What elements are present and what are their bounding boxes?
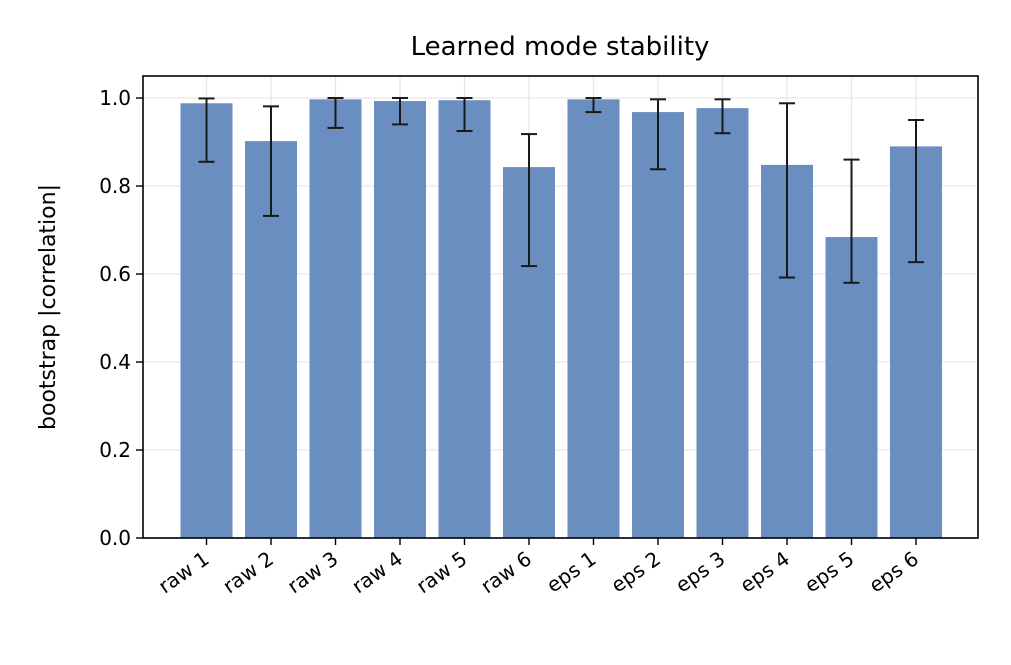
error-bar [327,97,344,129]
y-axis-ticks: 0.0 0.2 0.4 0.6 0.8 1.0 [99,86,143,550]
bar-eps-5 [825,237,878,539]
bar-eps-1 [567,99,620,538]
error-bar [585,97,602,114]
plot-frame [142,75,979,539]
y-tick-label: 1.0 [99,86,131,110]
error-bar [198,97,215,163]
chart-title: Learned mode stability [411,32,710,62]
bars [180,99,942,539]
y-tick-label: 0.8 [99,174,131,198]
error-bar [521,133,537,268]
bar-raw-1 [180,103,233,538]
y-axis-label: bootstrap |correlation| [36,184,61,430]
error-bar [908,119,924,264]
error-bars [198,97,924,284]
bar-raw-5 [438,100,491,538]
bar-eps-3 [696,108,749,539]
error-bar [456,97,473,132]
bar-raw-4 [374,101,426,538]
bar-eps-2 [632,112,684,538]
error-bar [843,158,860,284]
error-bar [263,105,279,217]
y-tick-label: 0.6 [99,262,131,286]
y-tick-label: 0.4 [99,350,131,374]
error-bar [714,98,731,135]
error-bar [779,102,795,279]
y-tick-label: 0.0 [99,526,131,550]
y-tick-label: 0.2 [99,438,131,462]
error-bar [650,98,666,171]
bar-raw-3 [309,99,362,538]
error-bar [392,97,408,126]
